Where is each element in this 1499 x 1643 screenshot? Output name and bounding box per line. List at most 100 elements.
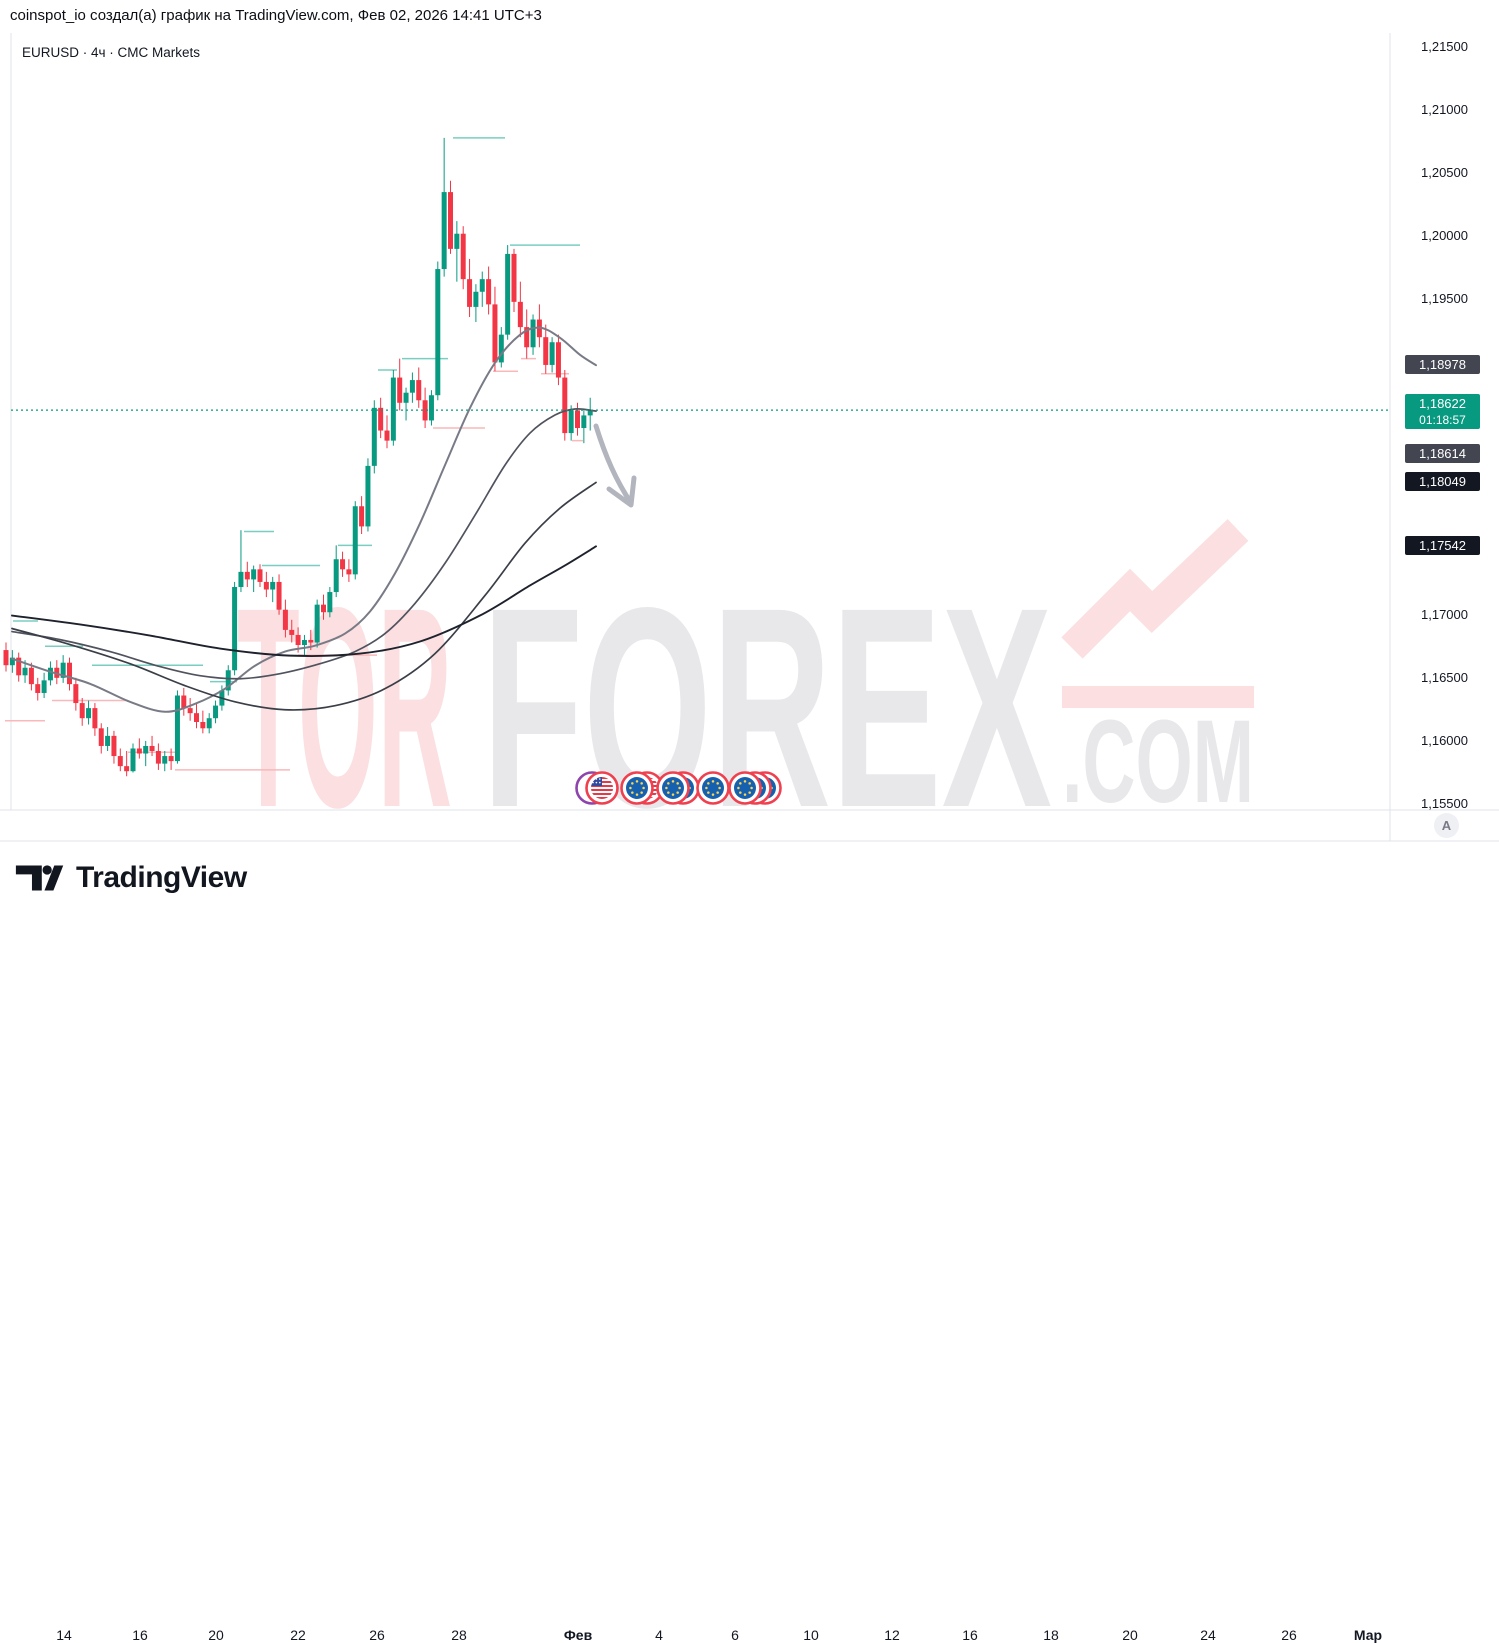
eu-star-dot bbox=[629, 786, 632, 790]
eu-star-dot bbox=[750, 786, 753, 790]
eu-star-dot bbox=[665, 786, 668, 790]
trend-arrow-head bbox=[606, 475, 637, 508]
last-price-badge: 1,18622 01:18:57 bbox=[1405, 394, 1480, 430]
moving-average-line bbox=[11, 408, 597, 680]
candle-body bbox=[327, 592, 333, 613]
candle-body bbox=[257, 569, 263, 582]
candle-body bbox=[384, 430, 390, 441]
eu-star-dot bbox=[711, 793, 715, 796]
candle-body bbox=[35, 684, 41, 693]
eu-star-dot bbox=[676, 791, 679, 794]
candle-body bbox=[441, 192, 447, 270]
us-star-dot bbox=[595, 781, 598, 784]
auto-scale-button[interactable]: A bbox=[1434, 813, 1459, 838]
candle-body bbox=[511, 253, 517, 302]
candle-body bbox=[448, 192, 453, 249]
candle-body bbox=[86, 708, 92, 719]
candle-body bbox=[467, 279, 473, 307]
time-tick-label: 12 bbox=[884, 1627, 900, 1643]
time-scale[interactable]: 14 16 20 22 26 28 Фев 4 6 10 12 16 18 20 24 26 Мар bbox=[0, 810, 1499, 1643]
candle-body bbox=[390, 377, 396, 441]
candle-body bbox=[3, 650, 9, 666]
time-tick-label: 20 bbox=[1122, 1627, 1138, 1643]
time-tick-label: 6 bbox=[731, 1627, 739, 1643]
eu-star-dot bbox=[631, 791, 634, 794]
time-tick-label: 20 bbox=[208, 1627, 224, 1643]
candle-body bbox=[365, 465, 371, 527]
eu-star-dot bbox=[640, 791, 643, 794]
candle-body bbox=[371, 407, 377, 466]
us-flag-face bbox=[591, 777, 613, 799]
candle-body bbox=[130, 748, 136, 772]
price-tick-label: 1,21000 bbox=[1421, 102, 1468, 118]
candle-body bbox=[473, 291, 479, 307]
tradingview-logo[interactable]: TradingView bbox=[15, 858, 247, 898]
time-tick-label: 24 bbox=[1200, 1627, 1216, 1643]
candle-body bbox=[314, 604, 320, 643]
candle-body bbox=[498, 334, 504, 363]
eu-star-dot bbox=[711, 780, 715, 783]
candle-body bbox=[276, 581, 282, 610]
candle-body bbox=[543, 337, 549, 365]
candle-body bbox=[92, 708, 98, 729]
candle-body bbox=[194, 713, 199, 722]
candle-body bbox=[454, 233, 460, 249]
candle-body bbox=[105, 735, 111, 746]
candle-body bbox=[67, 662, 72, 685]
chart-pane[interactable] bbox=[0, 0, 1499, 916]
time-tick-label: 26 bbox=[1281, 1627, 1297, 1643]
eu-star-dot bbox=[667, 782, 670, 785]
candle-body bbox=[333, 559, 339, 593]
us-star-dot bbox=[599, 778, 601, 780]
us-star-dot bbox=[599, 781, 601, 784]
candle-body bbox=[530, 319, 536, 348]
price-tick-label: 1,20000 bbox=[1421, 228, 1468, 244]
eu-star-dot bbox=[716, 791, 719, 794]
candle-body bbox=[409, 380, 415, 393]
time-tick-label: 16 bbox=[962, 1627, 978, 1643]
candle-body bbox=[263, 581, 269, 590]
candle-body bbox=[244, 571, 250, 580]
eu-star-dot bbox=[716, 782, 719, 785]
candle-body bbox=[181, 695, 187, 709]
candle-body bbox=[359, 506, 365, 527]
candle-body bbox=[206, 718, 212, 729]
candle-body bbox=[486, 279, 492, 305]
eu-star-dot bbox=[671, 793, 675, 796]
moving-average-line bbox=[11, 545, 597, 657]
indicator-price-badge: 1,18049 bbox=[1405, 472, 1480, 492]
time-tick-label: Мар bbox=[1353, 1627, 1383, 1643]
candle-body bbox=[155, 751, 161, 764]
eu-star-dot bbox=[748, 791, 751, 794]
candle-body bbox=[124, 766, 130, 772]
eu-star-dot bbox=[707, 791, 710, 794]
eu-star-dot bbox=[737, 786, 740, 790]
candle-body bbox=[162, 756, 168, 764]
symbol-legend[interactable]: EURUSD · 4ч · CMC Markets bbox=[22, 45, 201, 60]
eu-star-dot bbox=[678, 786, 681, 790]
candle-body bbox=[238, 571, 244, 587]
candle-body bbox=[41, 680, 47, 693]
price-scale[interactable]: 1,21500 1,21000 1,20500 1,20000 1,19500 1,170… bbox=[1390, 33, 1499, 841]
candle-body bbox=[378, 407, 384, 431]
candle-body bbox=[149, 745, 155, 752]
eu-star-dot bbox=[743, 793, 747, 796]
watermark-text-forex: FOREX bbox=[482, 549, 1053, 867]
candle-body bbox=[174, 695, 180, 762]
candle-body bbox=[587, 410, 593, 416]
candle-body bbox=[232, 586, 238, 671]
candle-body bbox=[422, 400, 428, 421]
candle-body bbox=[460, 233, 466, 280]
candle-body bbox=[575, 410, 580, 429]
candle-body bbox=[136, 748, 142, 754]
price-tick-label: 1,16000 bbox=[1421, 732, 1468, 748]
eu-star-dot bbox=[671, 780, 675, 783]
eu-star-dot bbox=[739, 782, 742, 785]
candle-body bbox=[168, 756, 174, 762]
countdown-timer: 01:18:57 bbox=[1419, 413, 1466, 428]
candle-body bbox=[352, 506, 358, 575]
eu-star-dot bbox=[705, 786, 708, 790]
tradingview-logo-icon bbox=[15, 865, 64, 891]
candle-body bbox=[435, 269, 441, 396]
eu-star-dot bbox=[743, 780, 747, 783]
